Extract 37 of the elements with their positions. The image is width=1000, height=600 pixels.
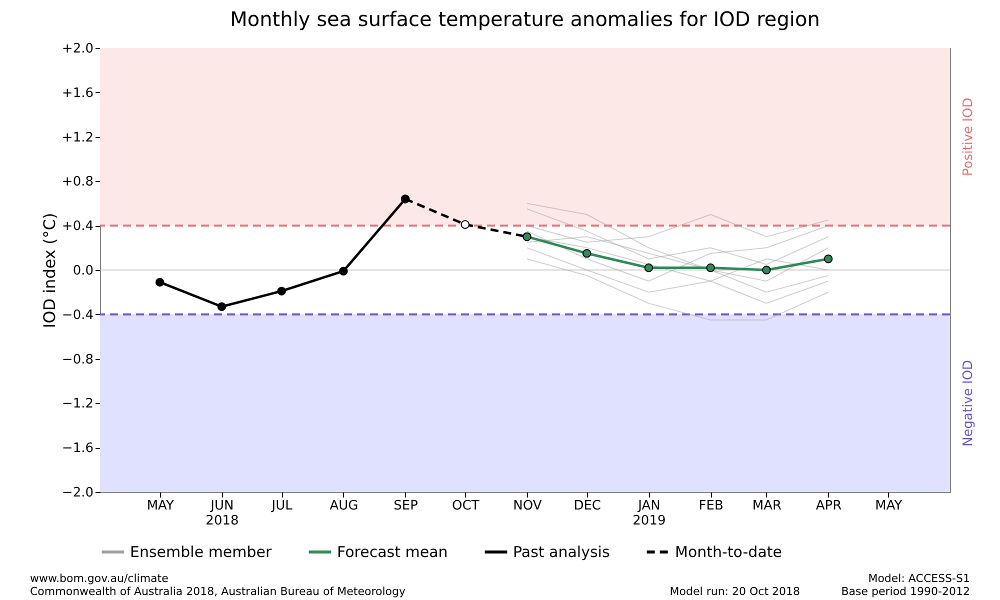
y-tick-label: 0.0 (72, 264, 94, 278)
x-tick-label: APR (816, 498, 842, 514)
y-tick-label: −2.0 (62, 486, 94, 500)
text: Model run: 20 Oct 2018 (670, 585, 800, 598)
y-tick-label: +0.8 (62, 174, 94, 190)
chart-title: Monthly sea surface temperature anomalies for IOD region (230, 7, 820, 31)
text: Model: ACCESS-S1 (867, 572, 970, 585)
x-tick-label: JUL (270, 498, 294, 514)
x-tick-label: MAY (875, 498, 902, 514)
legend-label: Forecast mean (337, 543, 448, 561)
legend-label: Month-to-date (675, 543, 782, 561)
text: www.bom.gov.au/climate (30, 572, 170, 585)
y-tick-label: +2.0 (62, 42, 94, 56)
x-tick-label: SEP (394, 498, 418, 514)
legend-label: Past analysis (513, 543, 610, 561)
legend-label: Ensemble member (130, 543, 273, 561)
y-tick-label: +1.2 (62, 130, 94, 146)
x-tick-label: OCT (452, 498, 480, 514)
x-tick-label: JUN 2018 (206, 498, 239, 528)
x-tick-label: DEC (574, 498, 602, 514)
x-tick-label: JAN 2019 (632, 498, 666, 528)
band-label: Negative IOD (961, 360, 976, 446)
y-tick-label: −1.2 (62, 396, 94, 412)
x-tick-label: AUG (330, 498, 358, 514)
x-tick-label: MAR (752, 498, 782, 514)
y-axis-title: IOD index (°C) (40, 212, 59, 328)
y-tick-label: −0.8 (62, 352, 94, 368)
y-tick-label: −0.4 (62, 308, 94, 323)
text: Base period 1990-2012 (841, 585, 970, 598)
y-tick-label: +1.6 (62, 86, 94, 101)
band-label: Positive IOD (961, 98, 976, 176)
y-tick-label: −1.6 (62, 441, 94, 456)
text: Commonwealth of Australia 2018, Australian Bureau of Meteorology (30, 585, 406, 598)
y-tick-label: +0.4 (62, 219, 94, 234)
x-tick-label: NOV (513, 498, 542, 514)
x-tick-label: MAY (146, 498, 174, 514)
x-tick-label: FEB (698, 498, 724, 514)
